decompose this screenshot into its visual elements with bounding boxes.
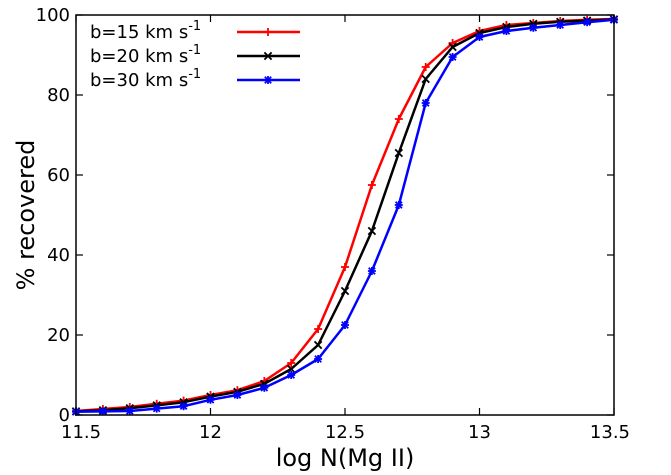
data-point: [529, 23, 538, 32]
data-point: [341, 263, 349, 271]
data-point: [314, 355, 323, 363]
legend: b=15 km s-1b=20 km s-1b=30 km s-1: [90, 19, 300, 91]
data-point: [287, 359, 296, 367]
legend-label-2: b=20 km s-1: [90, 43, 201, 67]
data-point: [448, 42, 457, 52]
y-tick-label: 60: [47, 165, 70, 186]
x-axis-title: log N(Mg II): [276, 444, 415, 472]
y-tick-label: 0: [59, 405, 70, 426]
y-tick-label: 80: [47, 85, 70, 106]
data-point: [233, 391, 242, 399]
data-point: [152, 404, 161, 413]
data-point: [448, 53, 457, 61]
data-point: [475, 33, 484, 41]
legend-label-text: b=20 km s: [90, 46, 188, 67]
x-tick-label: 12.5: [325, 422, 365, 443]
data-point: [179, 402, 188, 411]
data-point: [98, 407, 107, 416]
y-tick-label: 40: [47, 245, 70, 266]
data-point: [340, 286, 350, 296]
legend-label-3: b=30 km s-1: [90, 67, 201, 91]
legend-marker-1: [264, 28, 272, 36]
legend-label-1: b=15 km s-1: [90, 19, 201, 43]
data-point: [394, 115, 403, 123]
y-axis-title: % recovered: [12, 140, 40, 291]
legend-label-superscript: -1: [188, 67, 201, 82]
data-point: [421, 99, 430, 107]
legend-label-superscript: -1: [188, 19, 201, 34]
data-point: [583, 18, 592, 27]
data-point: [260, 383, 269, 392]
data-point: [421, 74, 430, 84]
y-tick-label: 100: [36, 5, 70, 26]
data-point: [314, 325, 323, 333]
x-tick-label: 11.5: [61, 422, 101, 443]
x-tick-label: 12: [199, 422, 222, 443]
ticks-layer: 11.5 12 12.5 13 13.5 0 20 40 60 80 100: [36, 5, 630, 443]
legend-label-superscript: -1: [188, 43, 201, 58]
legend-marker-3: [264, 76, 272, 84]
plot-layer: [71, 15, 619, 416]
legend-label-text: b=15 km s: [90, 22, 188, 43]
data-point: [367, 267, 376, 275]
data-point: [313, 340, 323, 350]
data-point: [394, 201, 403, 209]
x-tick-label: 13.5: [590, 422, 630, 443]
data-point: [125, 407, 134, 415]
x-tick-label: 13: [468, 422, 491, 443]
data-point: [206, 395, 215, 404]
y-tick-label: 20: [47, 325, 70, 346]
data-point: [556, 21, 565, 29]
data-point: [367, 181, 376, 189]
data-point: [341, 321, 349, 329]
data-point: [367, 226, 377, 236]
data-point: [502, 27, 511, 35]
legend-marker-2: [263, 51, 273, 61]
legend-label-text: b=30 km s: [90, 70, 188, 91]
data-point: [394, 148, 404, 158]
data-point: [287, 371, 296, 379]
data-point: [421, 63, 430, 71]
